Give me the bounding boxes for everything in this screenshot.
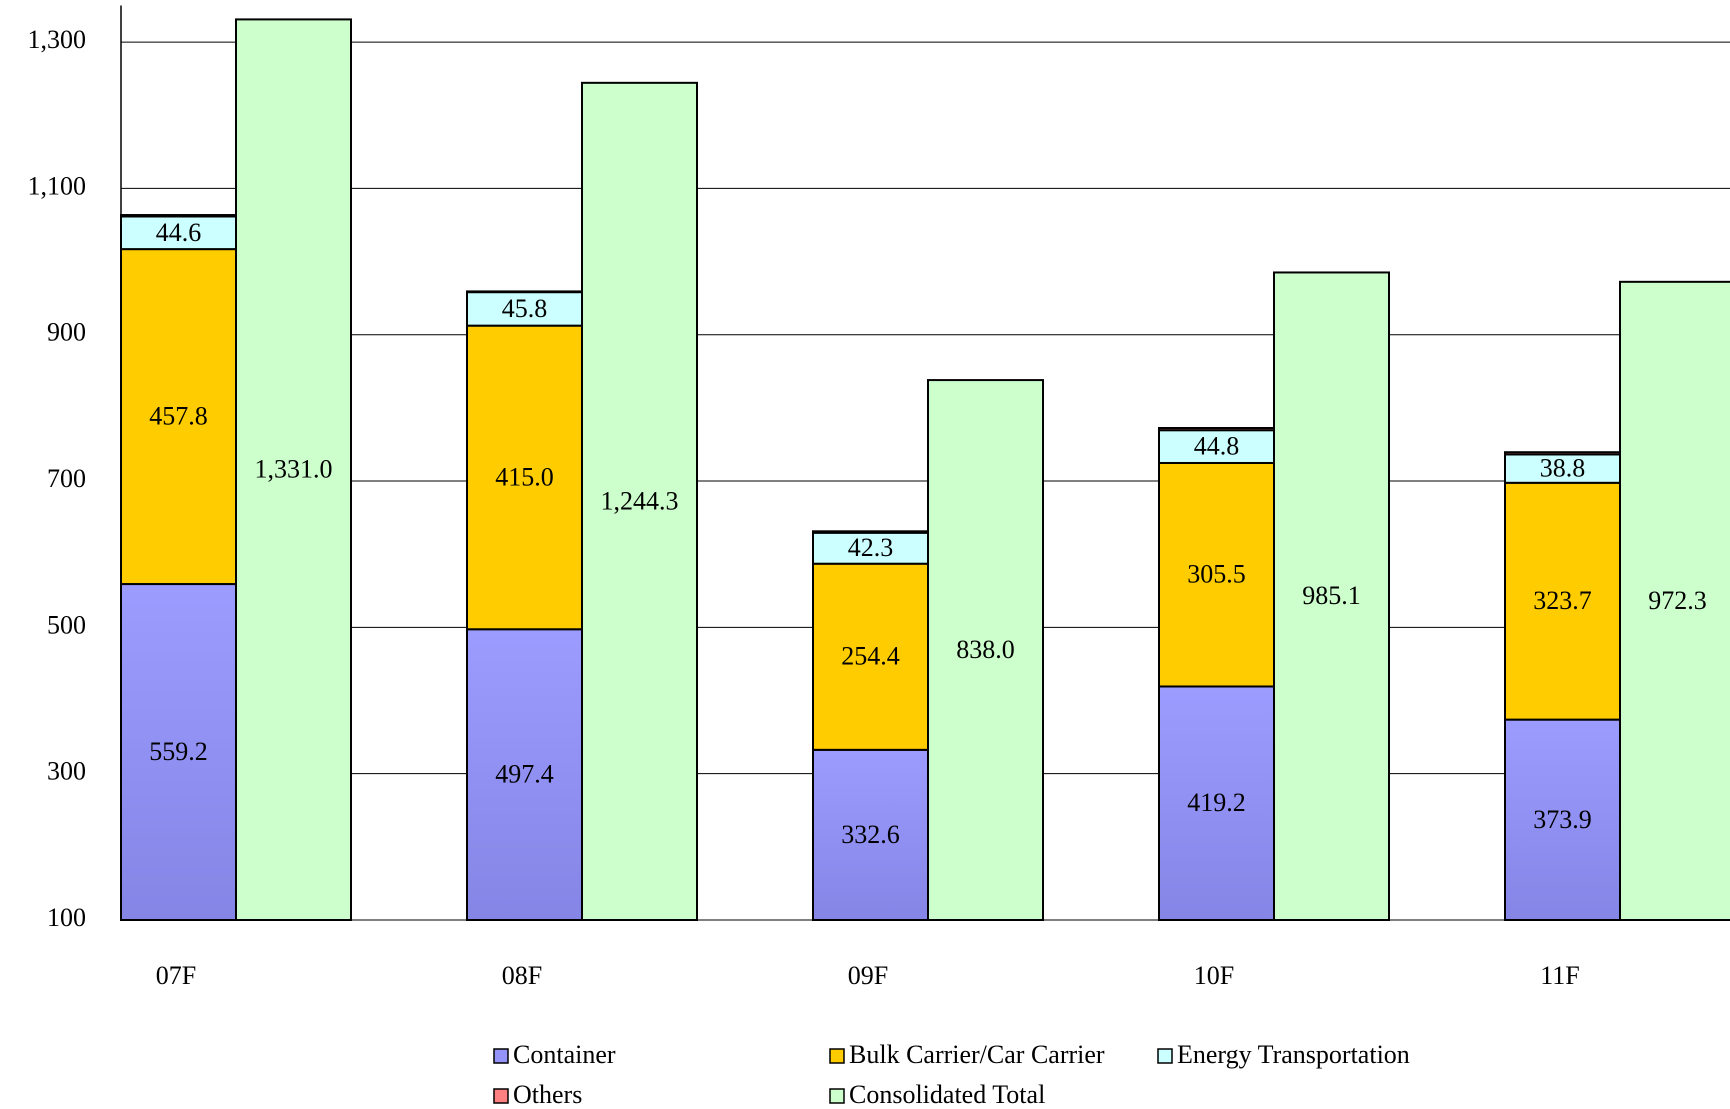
- data-label: 457.8: [149, 402, 208, 431]
- data-label: 332.6: [841, 820, 900, 849]
- data-label: 44.6: [156, 218, 202, 247]
- legend-swatch: [1157, 1048, 1173, 1064]
- legend-label: Energy Transportation: [1177, 1040, 1410, 1069]
- x-tick-label: 09F: [848, 961, 888, 990]
- x-tick-label: 08F: [502, 961, 542, 990]
- bar-segment: [1504, 481, 1621, 721]
- bar-segment: [235, 18, 352, 922]
- bar-segment: [1158, 426, 1275, 432]
- legend-label: Bulk Carrier/Car Carrier: [849, 1040, 1105, 1069]
- x-tick-label: 11F: [1540, 961, 1580, 990]
- legend-swatch: [829, 1088, 845, 1104]
- legend-swatch: [493, 1048, 509, 1064]
- y-tick-label: 500: [47, 610, 86, 639]
- y-tick-label: 700: [47, 464, 86, 493]
- bar-segment: [812, 530, 929, 534]
- data-label: 415.0: [495, 462, 554, 491]
- x-tick-label: 10F: [1194, 961, 1234, 990]
- y-tick-label: 900: [47, 318, 86, 347]
- data-label: 373.9: [1533, 805, 1592, 834]
- legend-swatch: [493, 1088, 509, 1104]
- y-tick-label: 300: [47, 757, 86, 786]
- data-label: 559.2: [149, 737, 208, 766]
- bar-segment: [1273, 271, 1390, 922]
- bar-segment: [120, 248, 237, 586]
- legend-label: Container: [513, 1040, 616, 1069]
- data-label: 38.8: [1540, 454, 1586, 483]
- data-label: 838.0: [956, 635, 1015, 664]
- bar-segment: [927, 379, 1044, 921]
- data-label: 44.8: [1194, 432, 1240, 461]
- x-tick-label: 07F: [156, 961, 196, 990]
- bar-segment: [1619, 280, 1730, 921]
- y-tick-label: 100: [47, 903, 86, 932]
- data-label: 985.1: [1302, 581, 1361, 610]
- bar-segment: [581, 81, 698, 921]
- data-label: 972.3: [1648, 586, 1707, 615]
- y-tick-label: 1,100: [28, 171, 87, 200]
- data-label: 42.3: [848, 533, 894, 562]
- bar-segment: [812, 748, 929, 921]
- bar-segment: [466, 290, 583, 294]
- bar-segment: [1504, 718, 1621, 921]
- legend-label: Consolidated Total: [849, 1080, 1045, 1109]
- bar-segment: [120, 214, 237, 218]
- bar-segment: [812, 531, 929, 565]
- data-label: 305.5: [1187, 560, 1246, 589]
- data-label: 323.7: [1533, 586, 1592, 615]
- legend-label: Others: [513, 1080, 582, 1109]
- data-label: 419.2: [1187, 788, 1246, 817]
- bar-segment: [120, 583, 237, 921]
- data-label: 45.8: [502, 294, 548, 323]
- bar-segment: [1158, 685, 1275, 921]
- bar-segment: [1504, 451, 1621, 456]
- data-label: 1,331.0: [255, 455, 333, 484]
- data-label: 254.4: [841, 642, 900, 671]
- data-label: 497.4: [495, 760, 554, 789]
- data-label: 1,244.3: [601, 486, 679, 515]
- y-tick-label: 1,300: [28, 25, 87, 54]
- legend-swatch: [829, 1048, 845, 1064]
